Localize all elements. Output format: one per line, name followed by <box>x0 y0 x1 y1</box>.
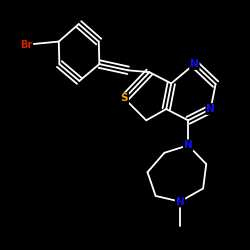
Text: N: N <box>184 140 192 150</box>
Text: N: N <box>176 196 184 206</box>
Text: S: S <box>120 94 128 104</box>
Text: N: N <box>206 104 215 114</box>
Text: Br: Br <box>20 40 32 50</box>
Text: N: N <box>190 59 199 69</box>
